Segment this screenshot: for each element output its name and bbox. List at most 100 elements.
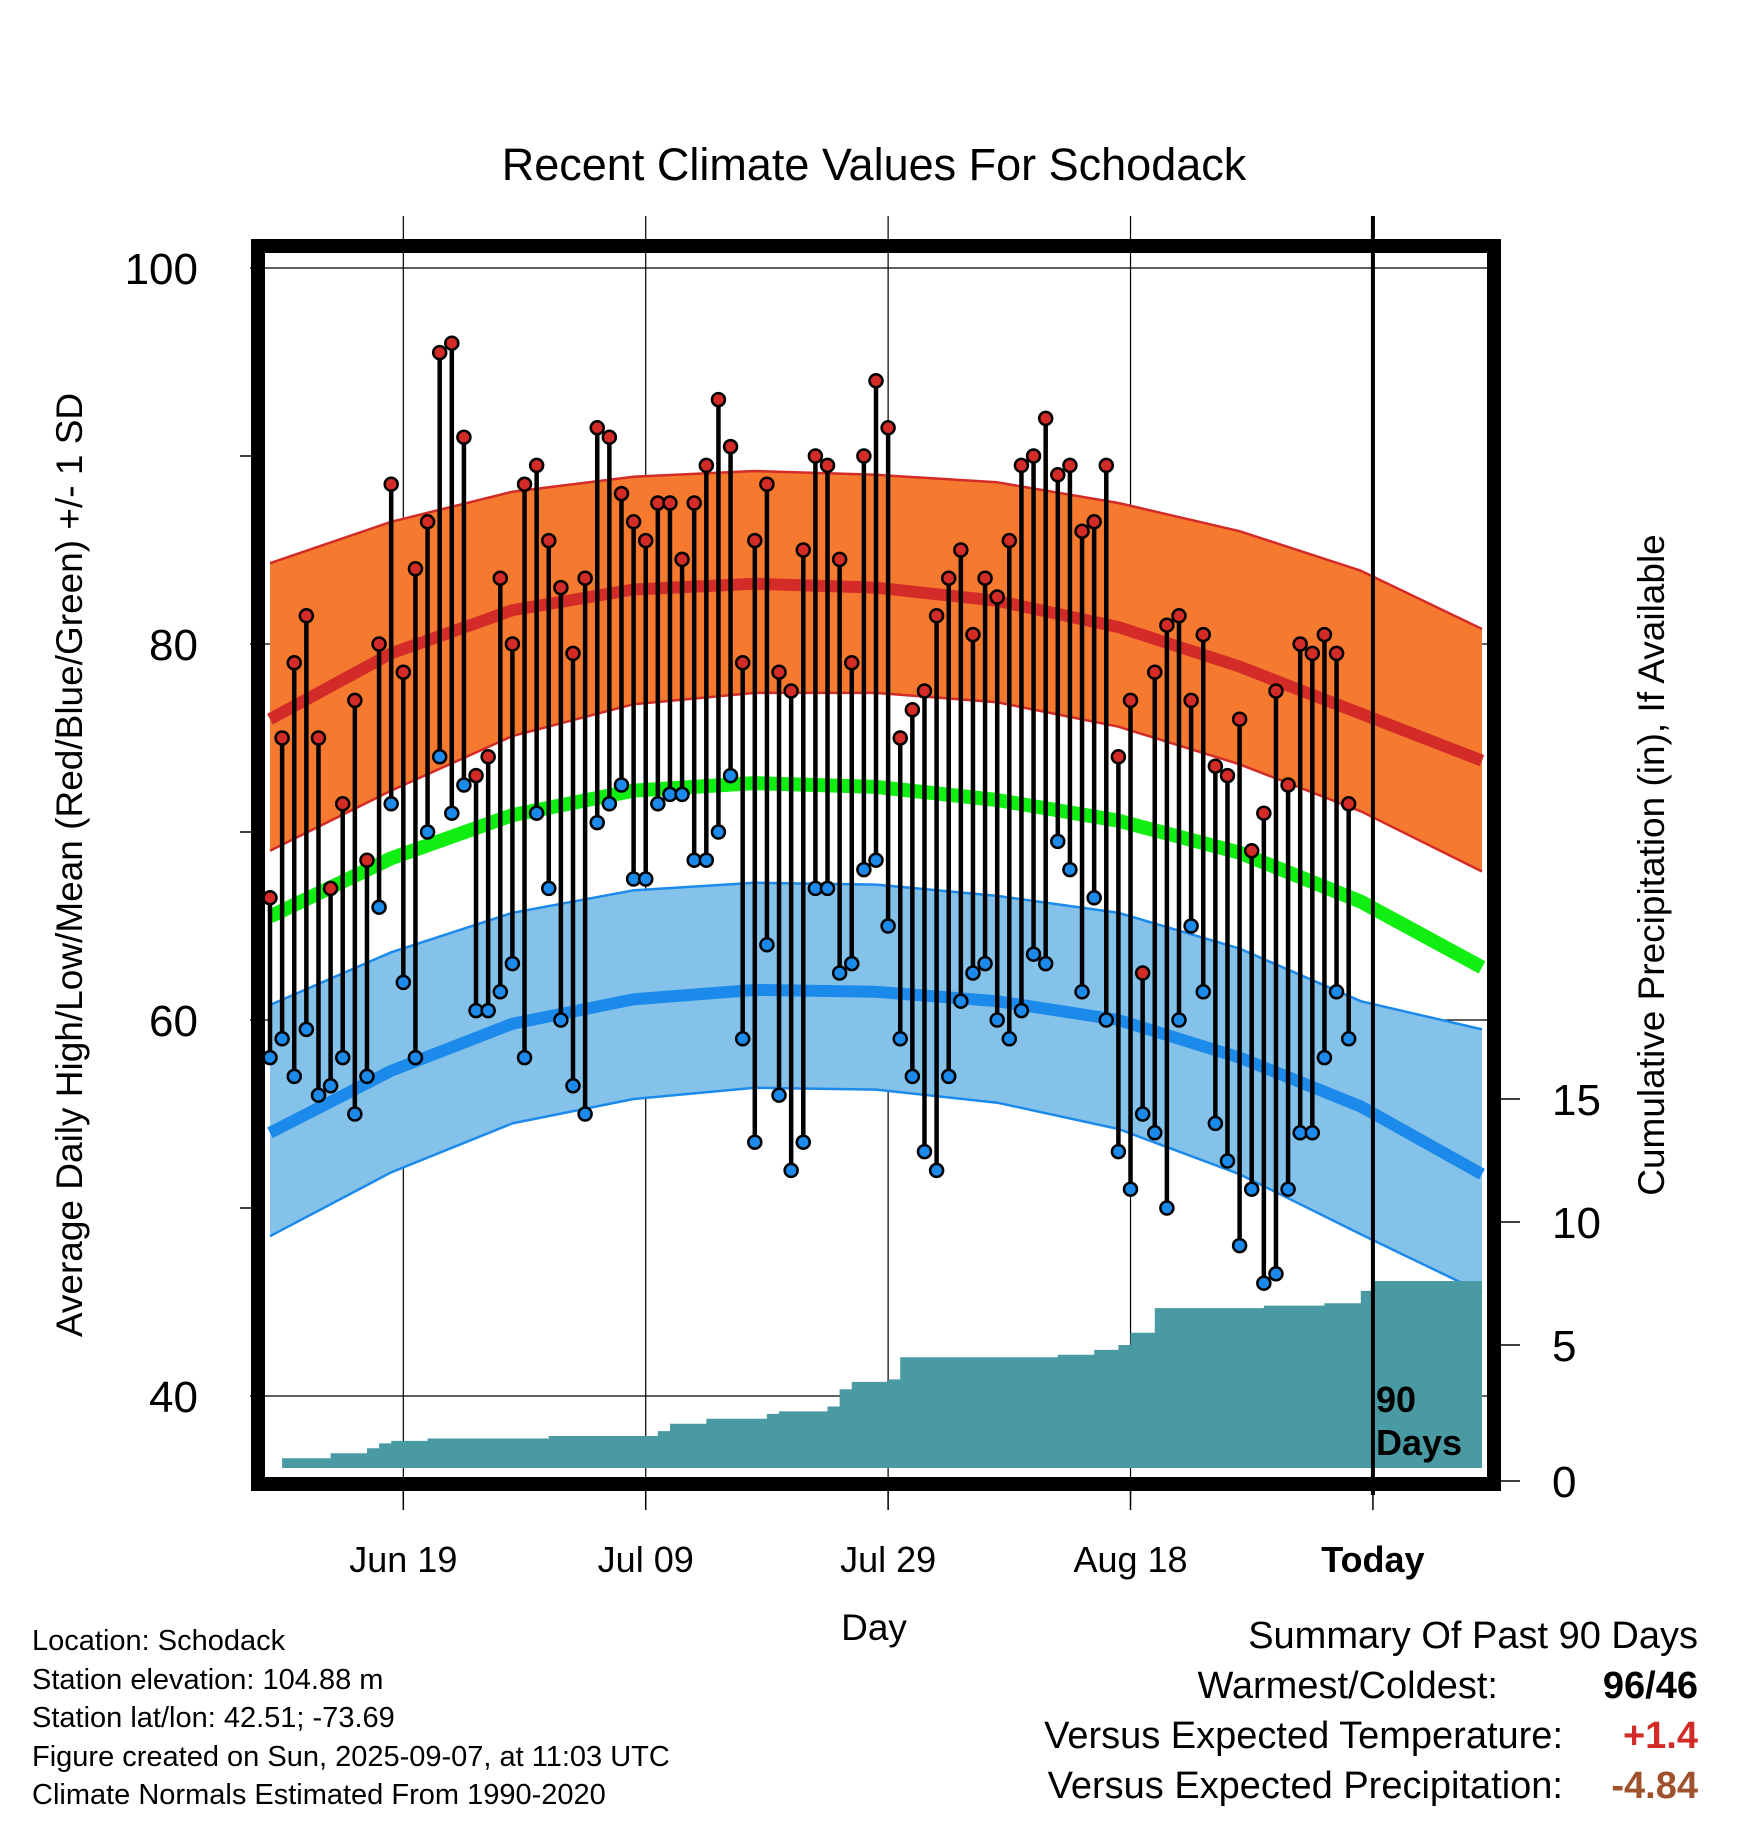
high-point: [613, 485, 630, 502]
high-point: [383, 476, 399, 492]
low-point: [359, 1068, 375, 1085]
low-point: [1316, 1049, 1333, 1066]
marker-label-90: 90: [1376, 1379, 1416, 1420]
marker-label-days: Days: [1376, 1422, 1462, 1463]
low-point: [541, 880, 557, 897]
low-point: [1328, 984, 1345, 1000]
x-tick-label: Jul 09: [598, 1539, 694, 1580]
high-point: [795, 542, 812, 558]
high-point: [953, 542, 969, 558]
low-point: [310, 1087, 327, 1103]
low-point: [1134, 1106, 1151, 1122]
precip-step-area: [270, 1281, 1482, 1468]
low-point: [734, 1031, 751, 1047]
y-tick-label-left: 80: [149, 621, 198, 670]
low-sd-upper-edge: [269, 881, 1483, 1031]
high-point: [456, 429, 472, 445]
low-point: [637, 871, 654, 887]
low-point: [1268, 1266, 1284, 1282]
low-point: [892, 1031, 908, 1047]
high-point: [516, 476, 533, 492]
low-point: [286, 1068, 302, 1085]
daily-dots: [262, 335, 1357, 1291]
y-tick-label-left: 100: [125, 245, 198, 294]
y-tick-label-left: 40: [149, 1373, 198, 1422]
high-point: [1304, 645, 1321, 662]
high-point: [541, 532, 557, 549]
high-point: [492, 570, 509, 586]
low-point: [1086, 890, 1102, 906]
y-tick-label-right: 5: [1552, 1322, 1576, 1371]
high-point: [1159, 617, 1175, 633]
y-tick-label-left: 60: [149, 997, 198, 1046]
low-point: [1280, 1181, 1296, 1197]
low-point: [1025, 946, 1042, 962]
high-point: [1219, 767, 1236, 784]
low-point: [1171, 1012, 1187, 1028]
low-point: [771, 1087, 787, 1103]
high-point: [1110, 749, 1127, 765]
daily-bars: [267, 343, 1351, 1284]
precip-diff-label: Versus Expected Precipitation:: [1047, 1765, 1563, 1807]
x-axis-label: Day: [841, 1607, 907, 1648]
high-point: [1328, 645, 1345, 662]
high-point: [807, 448, 824, 464]
low-point: [819, 880, 836, 897]
low-point: [795, 1134, 812, 1150]
high-point: [444, 335, 460, 351]
low-point: [480, 1002, 496, 1019]
low-point: [565, 1078, 581, 1094]
low-point: [722, 767, 739, 784]
high-point: [468, 767, 484, 784]
low-point: [1195, 984, 1211, 1000]
high-point: [625, 514, 642, 530]
temp-diff-value: +1.4: [1622, 1715, 1698, 1757]
low-point: [710, 824, 727, 840]
high-point: [1340, 796, 1357, 812]
low-point: [419, 824, 436, 840]
low-point: [916, 1143, 933, 1160]
low-point: [298, 1021, 315, 1038]
high-point: [565, 645, 581, 662]
y-tick-label-right: 15: [1552, 1076, 1601, 1125]
high-point: [771, 664, 787, 680]
high-point: [977, 570, 993, 586]
low-point: [759, 937, 775, 953]
high-point: [1207, 758, 1224, 774]
low-point: [1110, 1143, 1127, 1160]
high-point: [1025, 448, 1042, 464]
low-point: [1304, 1125, 1321, 1141]
low-point: [674, 786, 690, 803]
high-point: [1147, 664, 1163, 680]
high-point: [674, 551, 690, 568]
y-axis-right-label: Cumulative Precipitation (in), If Availa…: [1631, 534, 1672, 1196]
high-point: [1001, 532, 1018, 549]
y-tick-label-right: 0: [1552, 1458, 1576, 1507]
low-normal-line: [267, 983, 1485, 1180]
location-text: Location: Schodack: [32, 1625, 286, 1657]
high-point: [1243, 843, 1260, 859]
low-point: [747, 1134, 763, 1150]
high-point: [528, 457, 545, 474]
low-point: [856, 861, 872, 878]
high-point: [334, 796, 351, 812]
high-point: [698, 457, 715, 474]
low-point: [1062, 861, 1078, 878]
high-point: [419, 514, 436, 530]
low-point: [262, 1049, 278, 1066]
high-point: [1171, 608, 1187, 624]
high-point: [371, 636, 387, 652]
low-point: [577, 1106, 593, 1122]
low-point: [698, 852, 715, 868]
high-point: [347, 692, 363, 709]
low-point: [783, 1162, 799, 1179]
low-point: [1074, 984, 1090, 1000]
high-point: [844, 655, 860, 671]
high-point: [1086, 514, 1102, 530]
low-point: [347, 1106, 363, 1122]
high-point: [298, 608, 315, 624]
high-point: [1134, 965, 1151, 981]
high-point: [1195, 626, 1211, 643]
high-point: [892, 730, 908, 746]
high-point: [868, 373, 884, 389]
